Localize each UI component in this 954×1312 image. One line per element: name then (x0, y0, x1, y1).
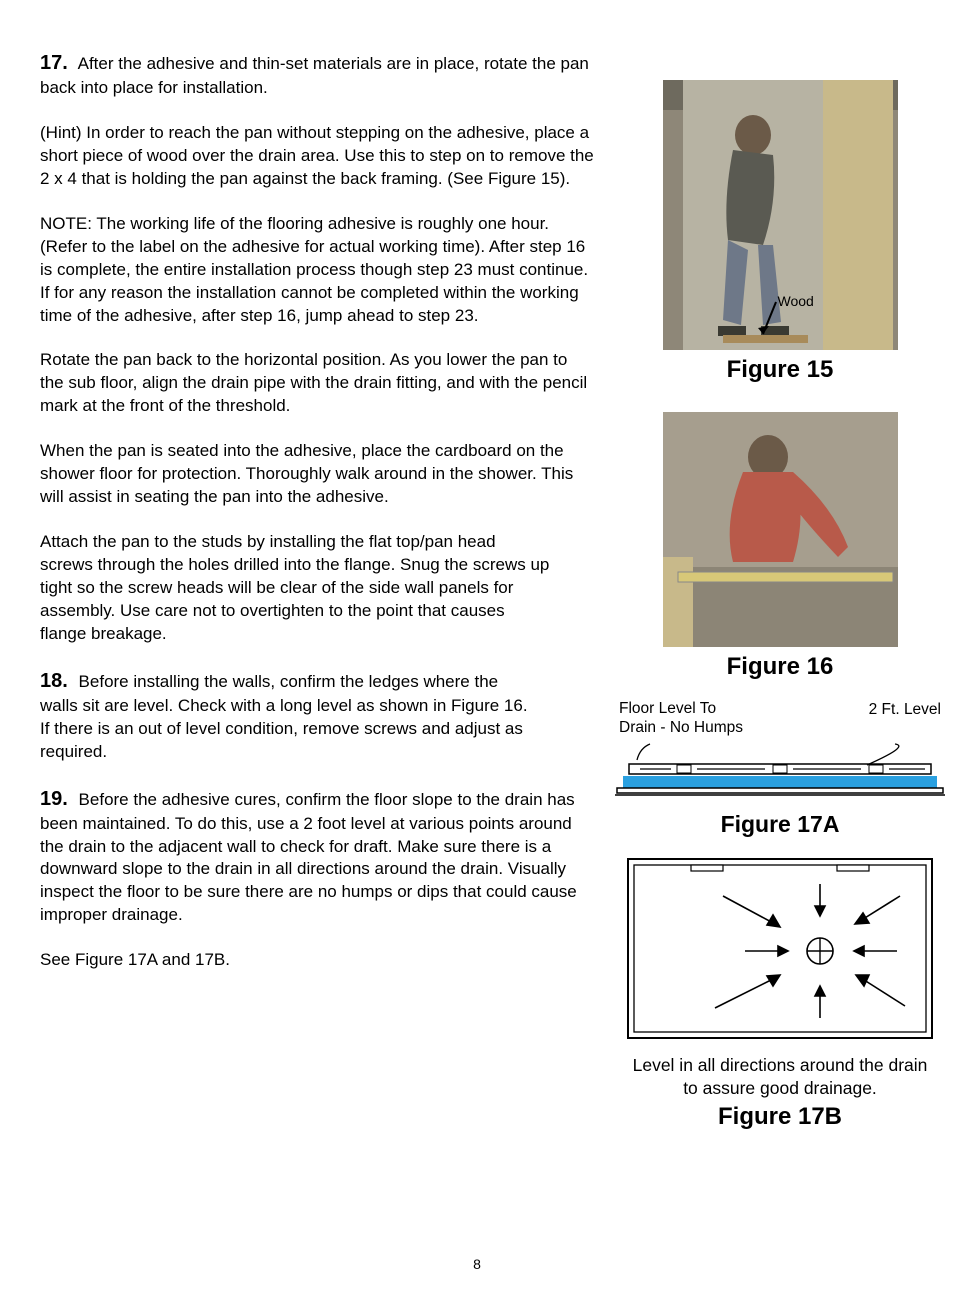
figure-16-wrap: Figure 16 (663, 412, 898, 699)
step-18-number: 18. (40, 668, 68, 695)
figure-17a-label-left-line2: Drain - No Humps (619, 718, 743, 737)
page: 17. After the adhesive and thin-set mate… (0, 0, 954, 1312)
step-17-seated: When the pan is seated into the adhesive… (40, 440, 595, 509)
step-18-text: Before installing the walls, confirm the… (40, 672, 528, 761)
figure-17a-label-left: Floor Level To Drain - No Humps (619, 699, 743, 738)
figure-17a-svg (615, 742, 945, 800)
figure-17a-label-left-line1: Floor Level To (619, 699, 743, 718)
figure-17a-labels: Floor Level To Drain - No Humps 2 Ft. Le… (615, 699, 945, 738)
page-number: 8 (473, 1256, 481, 1272)
figure-16-caption: Figure 16 (663, 653, 898, 681)
figure-15-caption: Figure 15 (663, 356, 898, 384)
columns: 17. After the adhesive and thin-set mate… (40, 50, 924, 1131)
figure-15-photo: Wood (663, 80, 898, 350)
figure-17a-wrap: Floor Level To Drain - No Humps 2 Ft. Le… (615, 699, 945, 856)
figure-17b-subcaption: Level in all directions around the drain… (625, 1054, 935, 1101)
figure-15-svg (663, 80, 898, 350)
step-17-number: 17. (40, 50, 68, 77)
step-18: 18. Before installing the walls, confirm… (40, 668, 540, 764)
figure-16-photo (663, 412, 898, 647)
figure-17a-caption: Figure 17A (615, 811, 945, 838)
step-17-text: After the adhesive and thin-set material… (40, 54, 589, 97)
right-column: Wood Figure 15 (615, 50, 945, 1131)
left-column: 17. After the adhesive and thin-set mate… (40, 50, 595, 1131)
step-19: 19. Before the adhesive cures, confirm t… (40, 786, 595, 928)
step-17: 17. After the adhesive and thin-set mate… (40, 50, 595, 100)
figure-17b-wrap: Level in all directions around the drain… (625, 856, 935, 1131)
step-17-hint: (Hint) In order to reach the pan without… (40, 122, 595, 191)
step-19-text: Before the adhesive cures, confirm the f… (40, 790, 577, 925)
figure-16-svg (663, 412, 898, 647)
see-figures: See Figure 17A and 17B. (40, 949, 595, 972)
step-17-attach: Attach the pan to the studs by installin… (40, 531, 550, 646)
figure-15-wood-label: Wood (778, 293, 814, 309)
step-17-rotate: Rotate the pan back to the horizontal po… (40, 349, 595, 418)
figure-17a-label-right: 2 Ft. Level (869, 699, 941, 738)
step-17-note: NOTE: The working life of the flooring a… (40, 213, 595, 328)
figure-17b-svg (625, 856, 935, 1041)
figure-17b-caption: Figure 17B (625, 1103, 935, 1131)
figure-15-wrap: Wood Figure 15 (663, 80, 898, 412)
step-19-number: 19. (40, 786, 68, 813)
